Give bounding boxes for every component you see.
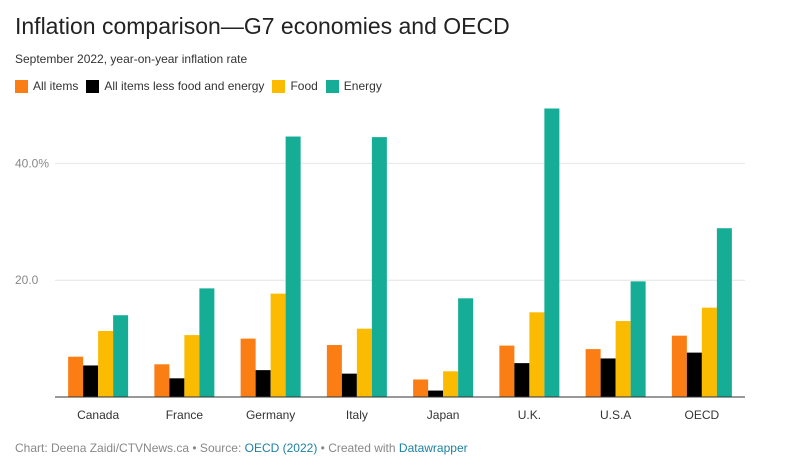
legend-swatch-food [272,79,286,93]
bar-all-items [240,338,256,397]
bar-energy [285,136,301,397]
legend-label-core: All items less food and energy [104,79,265,93]
bar-energy [716,228,732,397]
bar-all-items [68,356,84,397]
legend-swatch-all-items [15,79,28,93]
bar-core [341,373,357,397]
x-tick-label: Japan [427,408,460,422]
chart-title: Inflation comparison—G7 economies and OE… [15,13,510,39]
bar-all-items [585,349,601,397]
bar-energy [458,298,474,397]
legend-swatch-energy [325,79,339,93]
bar-energy [199,288,215,397]
bar-core [514,363,530,397]
bar-all-items [671,335,687,397]
legend-item-core: All items less food and energy [86,79,264,93]
bar-food [184,335,200,397]
chart-subtitle: September 2022, year-on-year inflation r… [15,52,248,66]
y-tick-label: 40.0% [15,156,49,170]
bar-core [600,358,616,397]
x-tick-label: Germany [246,408,295,422]
x-tick-label: Italy [346,408,368,422]
source-link[interactable]: OECD (2022) [244,441,318,455]
bar-energy [371,137,387,397]
bar-energy [544,108,560,397]
bar-food [701,307,717,397]
legend-item-all-items: All items [15,79,78,93]
bar-core [255,370,271,397]
legend-label-food: Food [290,79,318,93]
bar-food [356,328,372,397]
bar-energy [630,281,646,397]
bar-core [428,390,444,397]
bar-food [98,331,114,397]
bar-all-items [499,345,515,397]
legend: All items All items less food and energy… [15,79,390,93]
bar-core [83,365,99,397]
footer-credit: Chart: Deena Zaidi/CTVNews.ca • Source: [15,441,245,455]
y-tick-label: 20.0 [15,273,39,287]
x-tick-label: France [166,408,204,422]
bar-food [443,371,459,397]
datawrapper-link[interactable]: Datawrapper [398,441,468,455]
bar-all-items [154,364,170,397]
x-tick-label: U.S.A [600,408,631,422]
bar-energy [113,315,129,397]
legend-swatch-core [86,79,100,93]
bar-core [169,378,185,397]
x-tick-label: OECD [685,408,720,422]
bar-all-items [413,379,429,397]
chart-footer: Chart: Deena Zaidi/CTVNews.ca • Source: … [15,441,468,455]
bar-food [270,293,286,397]
bar-food [615,321,631,397]
legend-label-energy: Energy [343,79,382,93]
x-tick-label: U.K. [518,408,541,422]
legend-label-all-items: All items [33,79,79,93]
legend-item-energy: Energy [325,79,382,93]
bar-food [529,312,545,397]
footer-created-with: • Created with [317,441,399,455]
x-tick-label: Canada [77,408,119,422]
bar-core [686,352,702,397]
legend-item-food: Food [272,79,318,93]
bar-all-items [326,345,342,397]
